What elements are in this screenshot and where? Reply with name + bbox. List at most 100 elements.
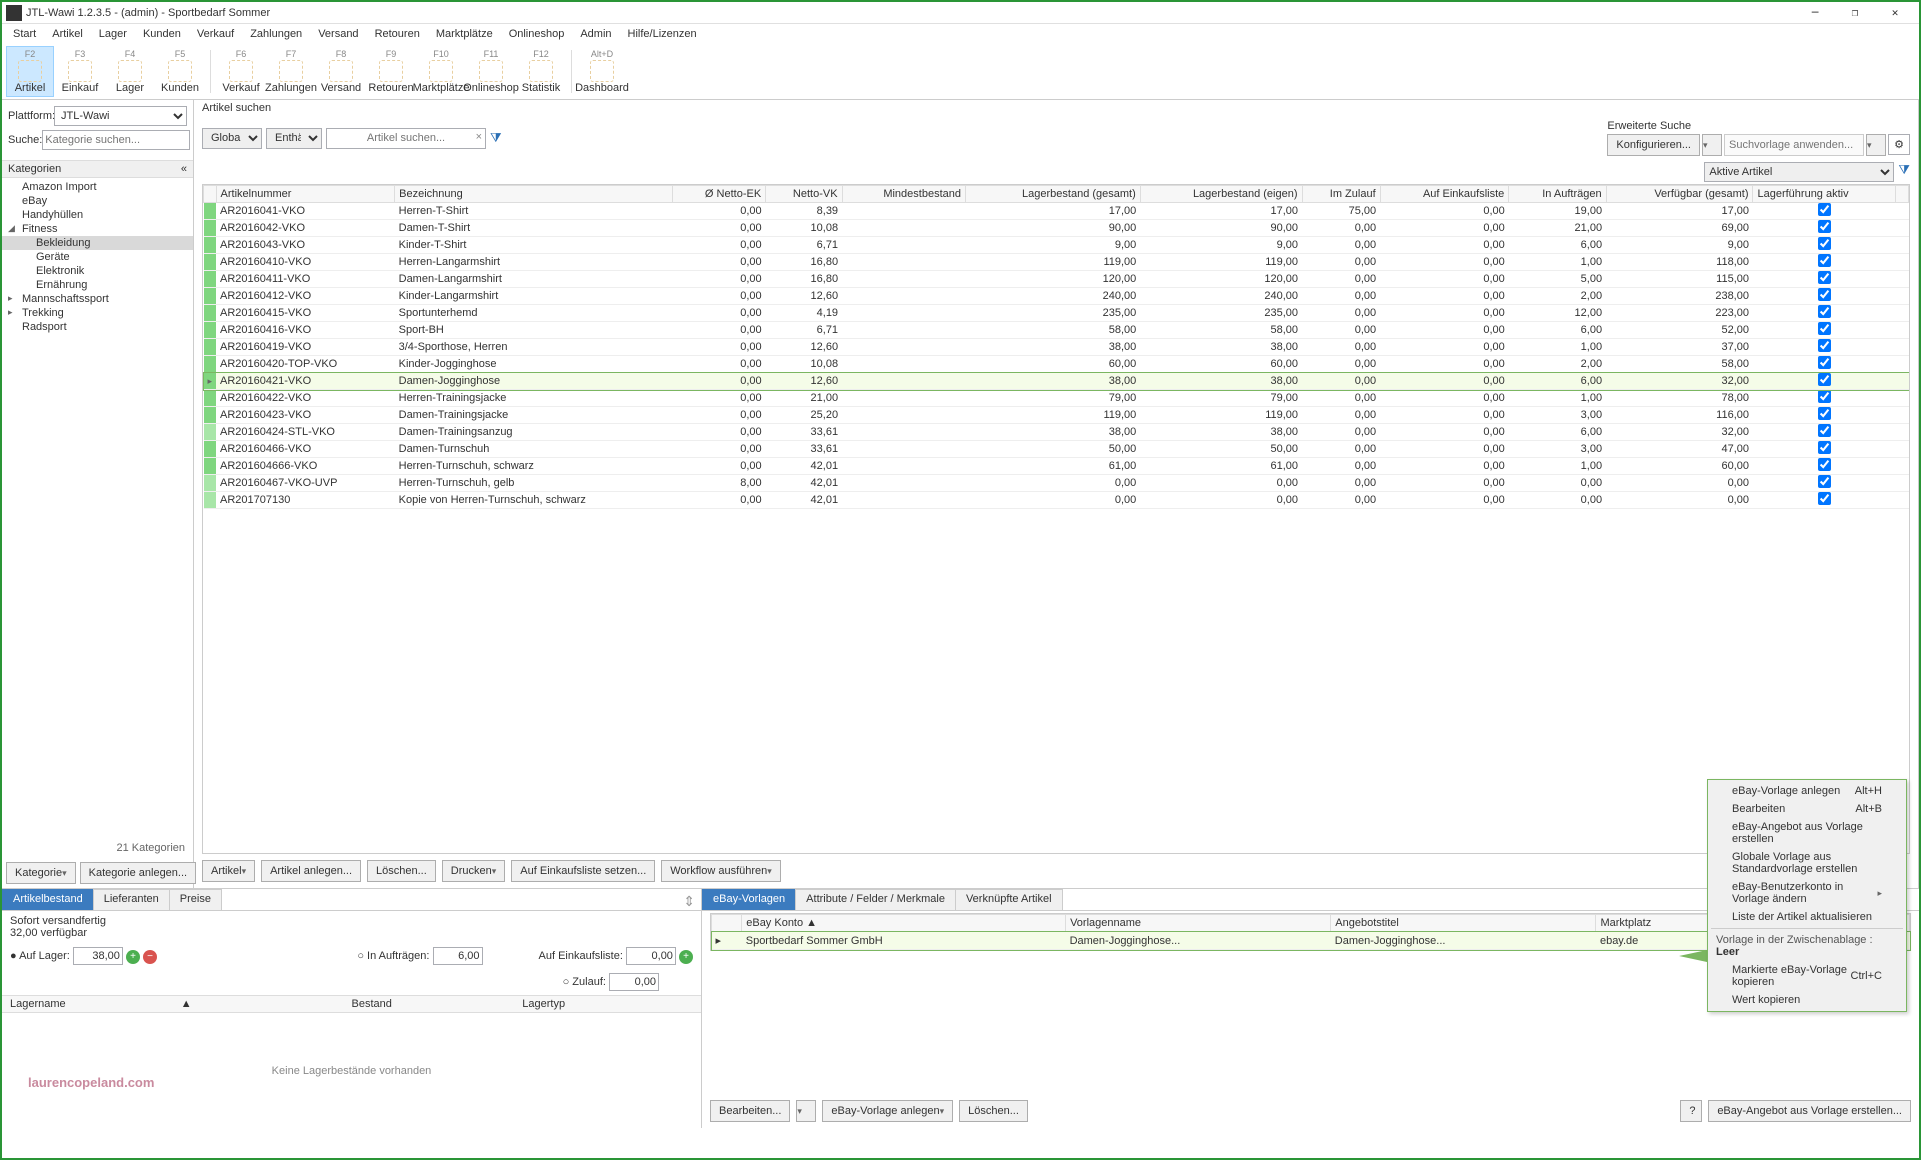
menu-hilfe/lizenzen[interactable]: Hilfe/Lizenzen [621,26,704,42]
table-row[interactable]: AR20160412-VKOKinder-Langarmshirt0,0012,… [204,288,1909,305]
tree-node[interactable]: ▸Trekking [2,306,193,320]
mode-select[interactable]: Enthält [266,128,322,149]
filter-icon-2[interactable]: ⧩ [1898,162,1910,182]
tab-2[interactable]: Verknüpfte Artikel [955,889,1063,910]
ribbon-statistik[interactable]: F12Statistik [517,46,565,97]
lager-checkbox[interactable] [1818,492,1831,505]
plus-icon-2[interactable]: + [679,950,693,964]
lager-checkbox[interactable] [1818,441,1831,454]
ebay-loeschen-button[interactable]: Löschen... [959,1100,1028,1122]
menu-start[interactable]: Start [6,26,43,42]
menu-admin[interactable]: Admin [573,26,618,42]
workflow-button[interactable]: Workflow ausführen [661,860,781,882]
tab-1[interactable]: Attribute / Felder / Merkmale [795,889,956,910]
menu-verkauf[interactable]: Verkauf [190,26,241,42]
tree-node[interactable]: Handyhüllen [2,208,193,222]
tree-node[interactable]: Ernährung [2,278,193,292]
lager-checkbox[interactable] [1818,356,1831,369]
kategorie-button[interactable]: Kategorie [6,862,76,884]
lager-checkbox[interactable] [1818,237,1831,250]
ctx-item[interactable]: Wert kopieren [1710,991,1904,1009]
maximize-button[interactable]: ❐ [1835,2,1875,24]
menu-marktplätze[interactable]: Marktplätze [429,26,500,42]
konfigurieren-button[interactable]: Konfigurieren... [1607,134,1700,156]
ebay-anlegen-button[interactable]: eBay-Vorlage anlegen [822,1100,953,1122]
loeschen-button[interactable]: Löschen... [367,860,436,882]
table-row[interactable]: AR20160466-VKODamen-Turnschuh0,0033,6150… [204,441,1909,458]
tree-node[interactable]: Elektronik [2,264,193,278]
konfig-dropdown[interactable] [1702,134,1722,156]
ribbon-kunden[interactable]: F5Kunden [156,46,204,97]
bearbeiten-dropdown[interactable] [796,1100,816,1122]
lager-checkbox[interactable] [1818,424,1831,437]
kategorie-anlegen-button[interactable]: Kategorie anlegen... [80,862,196,884]
tab-1[interactable]: Lieferanten [93,889,170,910]
plus-icon[interactable]: + [126,950,140,964]
table-row[interactable]: AR20160416-VKOSport-BH0,006,7158,0058,00… [204,322,1909,339]
tab-0[interactable]: Artikelbestand [2,889,94,910]
table-row[interactable]: AR2016041-VKOHerren-T-Shirt0,008,3917,00… [204,203,1909,220]
table-row[interactable]: AR20160424-STL-VKODamen-Trainingsanzug0,… [204,424,1909,441]
lager-checkbox[interactable] [1818,390,1831,403]
ctx-item[interactable]: Liste der Artikel aktualisieren [1710,908,1904,926]
plattform-select[interactable]: JTL-Wawi [54,106,187,126]
lager-checkbox[interactable] [1818,458,1831,471]
table-row[interactable]: AR201707130Kopie von Herren-Turnschuh, s… [204,492,1909,509]
filter-icon[interactable]: ⧩ [490,130,502,146]
lager-checkbox[interactable] [1818,203,1831,216]
ribbon-lager[interactable]: F4Lager [106,46,154,97]
menu-versand[interactable]: Versand [311,26,365,42]
tree-node[interactable]: Geräte [2,250,193,264]
tree-node[interactable]: ▸Mannschaftssport [2,292,193,306]
einkauf-input[interactable] [626,947,676,965]
category-search-input[interactable] [42,130,190,150]
table-row[interactable]: AR20160420-TOP-VKOKinder-Jogginghose0,00… [204,356,1909,373]
lager-checkbox[interactable] [1818,322,1831,335]
ribbon-einkauf[interactable]: F3Einkauf [56,46,104,97]
artikel-anlegen-button[interactable]: Artikel anlegen... [261,860,361,882]
table-row[interactable]: AR20160467-VKO-UVPHerren-Turnschuh, gelb… [204,475,1909,492]
ribbon-versand[interactable]: F8Versand [317,46,365,97]
article-search-input[interactable] [326,128,486,149]
menu-artikel[interactable]: Artikel [45,26,90,42]
article-grid[interactable]: ArtikelnummerBezeichnungØ Netto-EKNetto-… [202,184,1910,854]
clear-search-icon[interactable]: × [476,131,482,143]
table-row[interactable]: AR2016042-VKODamen-T-Shirt0,0010,0890,00… [204,220,1909,237]
ctx-item[interactable]: Globale Vorlage aus Standardvorlage erst… [1710,848,1904,878]
tree-node[interactable]: ◢Fitness [2,222,193,236]
ribbon-zahlungen[interactable]: F7Zahlungen [267,46,315,97]
table-row[interactable]: AR20160415-VKOSportunterhemd0,004,19235,… [204,305,1909,322]
ribbon-artikel[interactable]: F2Artikel [6,46,54,97]
ribbon-marktplätze[interactable]: F10Marktplätze [417,46,465,97]
tree-node[interactable]: Amazon Import [2,180,193,194]
table-row[interactable]: AR20160410-VKOHerren-Langarmshirt0,0016,… [204,254,1909,271]
lager-checkbox[interactable] [1818,220,1831,233]
lager-checkbox[interactable] [1818,305,1831,318]
menu-zahlungen[interactable]: Zahlungen [243,26,309,42]
ebay-erstellen-button[interactable]: eBay-Angebot aus Vorlage erstellen... [1708,1100,1911,1122]
table-row[interactable]: AR20160411-VKODamen-Langarmshirt0,0016,8… [204,271,1909,288]
help-button[interactable]: ? [1680,1100,1702,1122]
menu-onlineshop[interactable]: Onlineshop [502,26,572,42]
minimize-button[interactable]: ─ [1795,2,1835,24]
template-dropdown[interactable] [1866,134,1886,156]
auflager-input[interactable] [73,947,123,965]
tree-node[interactable]: Bekleidung [2,236,193,250]
tree-node[interactable]: eBay [2,194,193,208]
lager-checkbox[interactable] [1818,288,1831,301]
tab-2[interactable]: Preise [169,889,222,910]
lager-checkbox[interactable] [1818,254,1831,267]
settings-icon[interactable]: ⚙ [1888,134,1910,155]
ctx-item[interactable]: Markierte eBay-Vorlage kopierenCtrl+C [1710,961,1904,991]
drag-handle-icon[interactable]: ⇕ [683,893,695,910]
lager-checkbox[interactable] [1818,271,1831,284]
table-row[interactable]: AR20160423-VKODamen-Trainingsjacke0,0025… [204,407,1909,424]
bearbeiten-button[interactable]: Bearbeiten... [710,1100,790,1122]
artikel-button[interactable]: Artikel [202,860,255,882]
drucken-button[interactable]: Drucken [442,860,506,882]
active-filter-select[interactable]: Aktive Artikel [1704,162,1894,182]
table-row[interactable]: AR20160422-VKOHerren-Trainingsjacke0,002… [204,390,1909,407]
lager-checkbox[interactable] [1818,407,1831,420]
lager-checkbox[interactable] [1818,373,1831,386]
lager-checkbox[interactable] [1818,339,1831,352]
